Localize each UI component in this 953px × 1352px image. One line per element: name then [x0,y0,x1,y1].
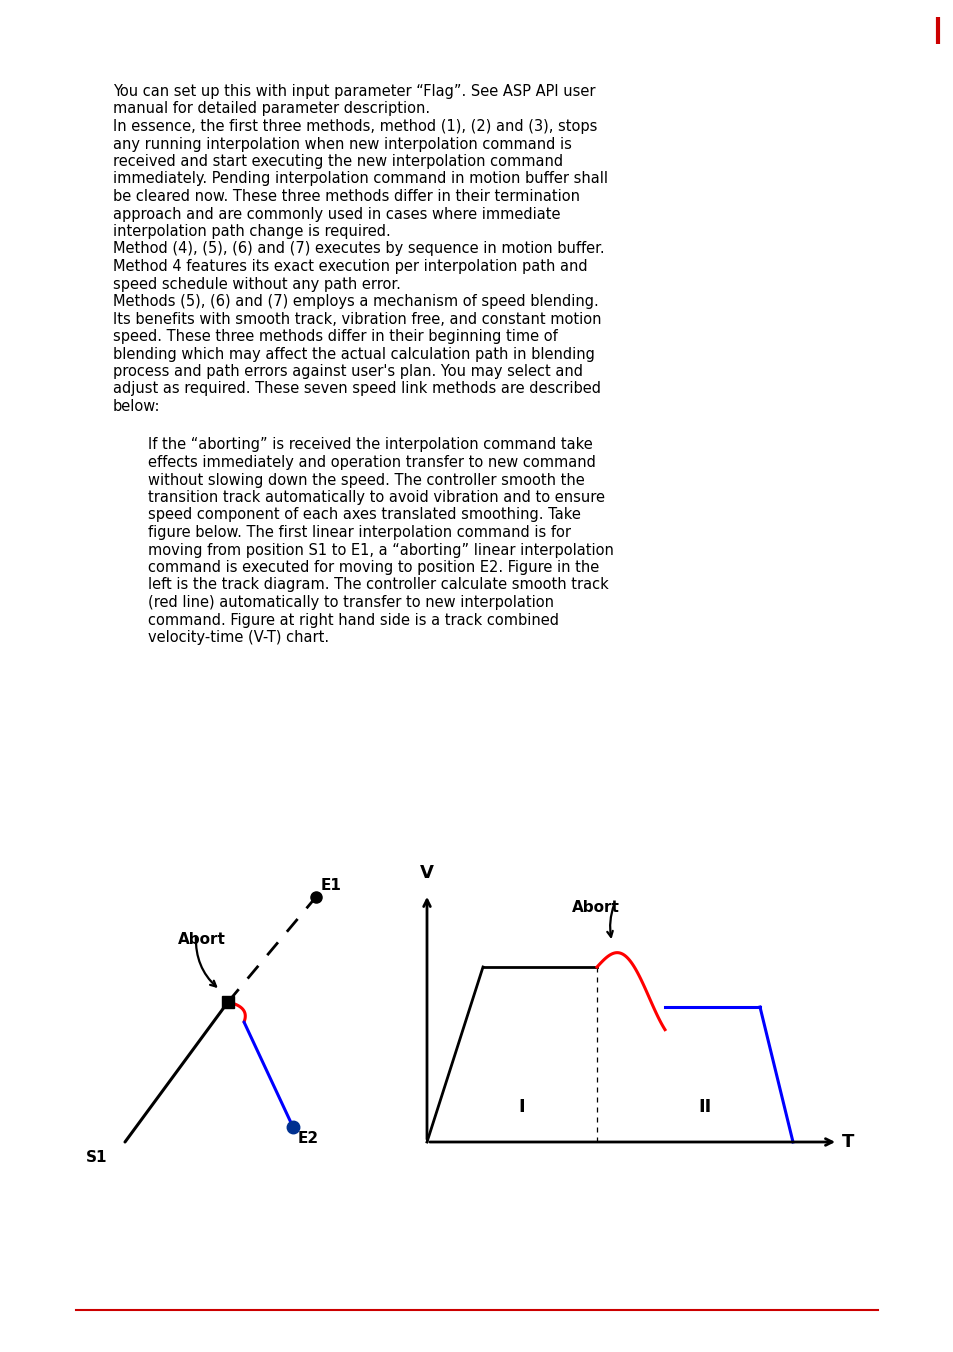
Text: You can set up this with input parameter “Flag”. See ASP API user: You can set up this with input parameter… [112,84,595,99]
Text: Method (4), (5), (6) and (7) executes by sequence in motion buffer.: Method (4), (5), (6) and (7) executes by… [112,242,604,257]
Text: left is the track diagram. The controller calculate smooth track: left is the track diagram. The controlle… [148,577,608,592]
Text: moving from position S1 to E1, a “aborting” linear interpolation: moving from position S1 to E1, a “aborti… [148,542,613,557]
Text: effects immediately and operation transfer to new command: effects immediately and operation transf… [148,456,596,470]
Text: speed component of each axes translated smoothing. Take: speed component of each axes translated … [148,507,580,522]
Text: manual for detailed parameter description.: manual for detailed parameter descriptio… [112,101,430,116]
Text: interpolation path change is required.: interpolation path change is required. [112,224,391,239]
Text: S1: S1 [86,1151,107,1165]
Text: Its benefits with smooth track, vibration free, and constant motion: Its benefits with smooth track, vibratio… [112,311,601,326]
Text: II: II [698,1098,711,1115]
Text: In essence, the first three methods, method (1), (2) and (3), stops: In essence, the first three methods, met… [112,119,597,134]
Text: blending which may affect the actual calculation path in blending: blending which may affect the actual cal… [112,346,595,361]
Text: velocity-time (V-T) chart.: velocity-time (V-T) chart. [148,630,329,645]
Text: speed schedule without any path error.: speed schedule without any path error. [112,277,400,292]
Text: be cleared now. These three methods differ in their termination: be cleared now. These three methods diff… [112,189,579,204]
Text: Method 4 features its exact execution per interpolation path and: Method 4 features its exact execution pe… [112,260,587,274]
Text: Abort: Abort [572,900,619,915]
Text: adjust as required. These seven speed link methods are described: adjust as required. These seven speed li… [112,381,600,396]
Text: below:: below: [112,399,160,414]
Text: process and path errors against user's plan. You may select and: process and path errors against user's p… [112,364,582,379]
Text: received and start executing the new interpolation command: received and start executing the new int… [112,154,562,169]
Text: If the “aborting” is received the interpolation command take: If the “aborting” is received the interp… [148,438,592,453]
Text: E1: E1 [320,877,341,894]
Text: Methods (5), (6) and (7) employs a mechanism of speed blending.: Methods (5), (6) and (7) employs a mecha… [112,293,598,310]
Text: speed. These three methods differ in their beginning time of: speed. These three methods differ in the… [112,329,558,343]
Text: command. Figure at right hand side is a track combined: command. Figure at right hand side is a … [148,612,558,627]
Text: without slowing down the speed. The controller smooth the: without slowing down the speed. The cont… [148,472,584,488]
Text: command is executed for moving to position E2. Figure in the: command is executed for moving to positi… [148,560,598,575]
Text: any running interpolation when new interpolation command is: any running interpolation when new inter… [112,137,571,151]
Text: V: V [419,864,434,882]
Text: immediately. Pending interpolation command in motion buffer shall: immediately. Pending interpolation comma… [112,172,607,187]
Text: E2: E2 [297,1132,319,1146]
Text: Abort: Abort [178,932,226,946]
Text: T: T [841,1133,854,1151]
Text: I: I [518,1098,525,1115]
Text: (red line) automatically to transfer to new interpolation: (red line) automatically to transfer to … [148,595,554,610]
Text: figure below. The first linear interpolation command is for: figure below. The first linear interpola… [148,525,571,539]
Text: transition track automatically to avoid vibration and to ensure: transition track automatically to avoid … [148,489,604,506]
Text: approach and are commonly used in cases where immediate: approach and are commonly used in cases … [112,207,560,222]
